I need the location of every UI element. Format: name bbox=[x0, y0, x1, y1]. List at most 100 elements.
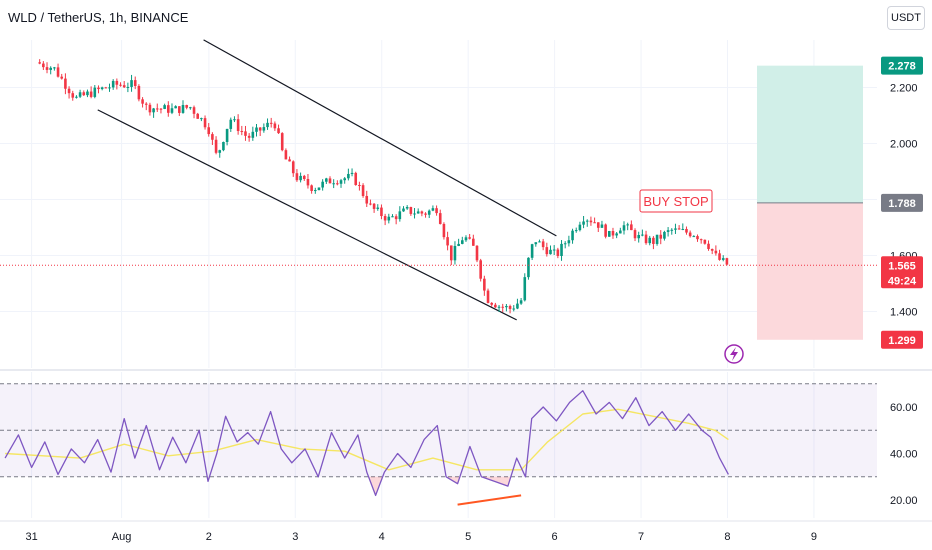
candle-body bbox=[637, 234, 640, 239]
candle-body bbox=[394, 216, 398, 220]
rsi-oversold-fill bbox=[368, 476, 383, 496]
candle-body bbox=[159, 108, 163, 110]
candle-body bbox=[589, 220, 593, 223]
candle-body bbox=[251, 131, 255, 138]
candle-body bbox=[185, 105, 188, 108]
target-price-badge-text: 2.278 bbox=[888, 61, 916, 73]
candle-body bbox=[560, 243, 563, 256]
lightning-icon[interactable] bbox=[724, 344, 744, 364]
candle-body bbox=[152, 108, 155, 113]
channel-upper-line[interactable] bbox=[203, 39, 557, 237]
candle-body bbox=[111, 80, 115, 88]
symbol-title[interactable]: WLD / TetherUS, 1h, BINANCE bbox=[8, 10, 189, 25]
candle-body bbox=[464, 237, 468, 241]
candle-body bbox=[479, 260, 482, 279]
candle-body bbox=[556, 249, 560, 256]
candle-body bbox=[266, 122, 269, 128]
candle-body bbox=[549, 249, 552, 255]
entry-price-badge-bg bbox=[881, 193, 923, 212]
stop-price-badge[interactable]: 1.299 bbox=[881, 330, 923, 349]
candle-body bbox=[663, 231, 666, 239]
channel-lower-line[interactable] bbox=[97, 109, 517, 321]
buy-stop-label: BUY STOP bbox=[643, 194, 708, 209]
price-axis[interactable]: 2.2002.0001.8001.6001.40060.0040.0020.00… bbox=[881, 56, 923, 507]
candle-body bbox=[457, 243, 460, 246]
entry-price-badge-text: 1.788 bbox=[888, 198, 916, 210]
candle-body bbox=[593, 222, 596, 224]
candle-body bbox=[247, 135, 251, 138]
candle-body bbox=[409, 207, 413, 214]
time-tick-label: 8 bbox=[724, 531, 730, 543]
candle-body bbox=[420, 211, 424, 214]
candle-body bbox=[670, 229, 674, 231]
candle-body bbox=[574, 230, 578, 232]
candle-body bbox=[486, 290, 490, 303]
candle-body bbox=[325, 178, 328, 182]
candle-body bbox=[207, 127, 211, 135]
candle-body bbox=[115, 80, 119, 85]
candle-body bbox=[523, 277, 527, 301]
candle-body bbox=[608, 231, 611, 237]
candle-body bbox=[321, 181, 324, 188]
candle-body bbox=[611, 231, 615, 236]
rsi-ma-line bbox=[5, 408, 729, 471]
candle-body bbox=[402, 208, 405, 212]
candle-body bbox=[314, 190, 317, 192]
entry-price-badge[interactable]: 1.788 bbox=[881, 193, 923, 212]
candle-body bbox=[130, 80, 133, 87]
candle-body bbox=[75, 96, 78, 98]
position-zones bbox=[757, 65, 863, 340]
candle-body bbox=[571, 230, 574, 241]
time-tick-label: 5 bbox=[465, 531, 471, 543]
candle-body bbox=[358, 185, 361, 187]
candle-body bbox=[126, 86, 130, 88]
candle-body bbox=[100, 87, 104, 90]
candle-body bbox=[552, 249, 556, 251]
candle-body bbox=[685, 228, 688, 233]
candle-body bbox=[563, 243, 567, 245]
candle-body bbox=[78, 92, 82, 97]
time-tick-label: 6 bbox=[552, 531, 558, 543]
candle-body bbox=[280, 133, 284, 151]
currency-button[interactable]: USDT bbox=[887, 6, 925, 30]
price-tick-label: 2.200 bbox=[890, 83, 918, 95]
candle-body bbox=[446, 237, 449, 246]
candle-body bbox=[497, 306, 501, 308]
candle-body bbox=[677, 228, 681, 230]
time-tick-label: 2 bbox=[206, 531, 212, 543]
candle-body bbox=[494, 304, 497, 308]
candle-body bbox=[155, 108, 159, 110]
time-tick-label: 4 bbox=[379, 531, 385, 543]
candle-body bbox=[336, 183, 339, 185]
candle-body bbox=[431, 208, 435, 211]
candle-body bbox=[372, 203, 376, 209]
price-tick-label: 1.400 bbox=[890, 307, 918, 319]
candle-body bbox=[449, 245, 453, 261]
candle-body bbox=[148, 104, 152, 113]
target-price-badge[interactable]: 2.278 bbox=[881, 56, 923, 75]
time-axis[interactable]: 31 Aug 2 3 4 5 6 7 8 9 bbox=[0, 520, 932, 543]
candle-body bbox=[240, 131, 244, 133]
time-tick-label: 9 bbox=[811, 531, 817, 543]
price-channel[interactable] bbox=[97, 39, 557, 321]
candle-body bbox=[108, 87, 111, 89]
candle-body bbox=[299, 175, 302, 181]
candle-body bbox=[214, 139, 218, 153]
last-price-badge[interactable]: 1.565 49:24 bbox=[881, 256, 923, 289]
candle-body bbox=[714, 250, 718, 254]
candle-body bbox=[53, 67, 56, 69]
candle-body bbox=[144, 103, 148, 105]
candle-body bbox=[181, 105, 185, 113]
candle-body bbox=[666, 230, 670, 232]
candle-body bbox=[350, 172, 354, 174]
candle-body bbox=[398, 211, 402, 220]
candle-body bbox=[530, 244, 534, 258]
candle-body bbox=[258, 127, 262, 131]
buy-stop-callout[interactable]: BUY STOP bbox=[639, 189, 713, 213]
candle-body bbox=[133, 80, 137, 87]
candle-body bbox=[225, 128, 229, 142]
candle-body bbox=[273, 123, 277, 129]
candle-body bbox=[236, 119, 240, 132]
candle-body bbox=[104, 87, 108, 89]
